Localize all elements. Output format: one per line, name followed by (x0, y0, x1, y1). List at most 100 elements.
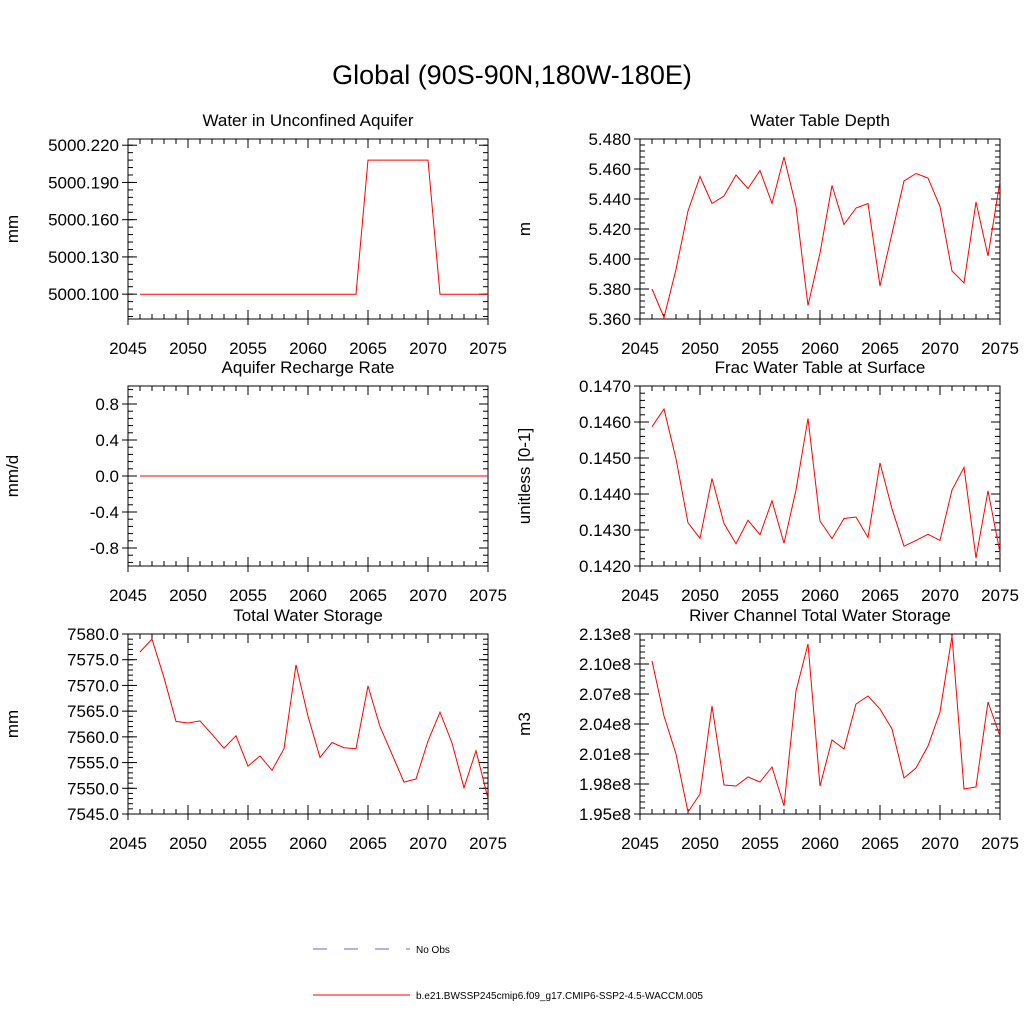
x-tick-label: 2070 (409, 834, 447, 853)
x-tick-label: 2060 (289, 834, 327, 853)
y-tick-label: -0.4 (90, 503, 119, 522)
plot-frame (127, 633, 489, 815)
x-tick-label: 2070 (409, 339, 447, 358)
panel-2: Water Table Depth m 2045 2050 2055 2060 2065 20… (515, 111, 1019, 358)
x-tick-label: 2045 (621, 834, 659, 853)
y-tick-label: 0.4 (95, 431, 119, 450)
y-tick-label: 7545.0 (67, 805, 119, 824)
x-tick-label: 2050 (169, 834, 207, 853)
y-tick-label: 2.01e8 (579, 745, 631, 764)
y-axis-label: mm (3, 215, 22, 243)
x-tick-label: 2050 (681, 586, 719, 605)
y-tick-label: 0.1460 (579, 413, 631, 432)
x-tick-label: 2055 (741, 834, 779, 853)
x-tick-label: 2055 (741, 586, 779, 605)
series-line (651, 407, 1001, 559)
x-tick-label: 2065 (349, 586, 387, 605)
panel-title: Water in Unconfined Aquifer (202, 111, 413, 130)
y-tick-label: 5.440 (588, 190, 631, 209)
y-tick-label: 5.480 (588, 130, 631, 149)
x-tick-label: 2055 (741, 339, 779, 358)
y-tick-label: 7575.0 (67, 651, 119, 670)
panel-title: River Channel Total Water Storage (689, 606, 951, 625)
y-tick-label: 5000.160 (48, 211, 119, 230)
panel-3: Aquifer Recharge Rate mm/d 2045 2050 2055 206… (3, 358, 507, 605)
y-tick-label: 7555.0 (67, 754, 119, 773)
x-tick-label: 2075 (469, 339, 507, 358)
y-tick-label: 0.1430 (579, 521, 631, 540)
x-tick-label: 2065 (861, 834, 899, 853)
y-axis-label: mm (3, 710, 22, 738)
panel-title: Total Water Storage (233, 606, 383, 625)
y-tick-label: 0.1470 (579, 377, 631, 396)
x-tick-label: 2065 (349, 834, 387, 853)
y-tick-label: 0.1450 (579, 449, 631, 468)
x-tick-label: 2070 (409, 586, 447, 605)
figure-title: Global (90S-90N,180W-180E) (332, 60, 692, 90)
x-tick-label: 2045 (109, 586, 147, 605)
panel-title: Frac Water Table at Surface (715, 358, 926, 377)
y-tick-label: 7580.0 (67, 625, 119, 644)
y-tick-label: 7550.0 (67, 779, 119, 798)
x-tick-label: 2050 (169, 586, 207, 605)
x-tick-label: 2050 (681, 834, 719, 853)
series-line (139, 638, 489, 799)
y-tick-label: -0.8 (90, 539, 119, 558)
y-tick-label: 1.95e8 (579, 805, 631, 824)
plot-frame (639, 633, 1001, 815)
legend-label-model: b.e21.BWSSP245cmip6.f09_g17.CMIP6-SSP2-4… (416, 991, 703, 1002)
x-tick-label: 2060 (801, 834, 839, 853)
x-tick-label: 2065 (861, 339, 899, 358)
x-tick-label: 2060 (289, 586, 327, 605)
y-tick-label: 0.1420 (579, 557, 631, 576)
x-tick-label: 2070 (921, 834, 959, 853)
y-tick-label: 2.04e8 (579, 715, 631, 734)
x-tick-label: 2070 (921, 339, 959, 358)
x-tick-label: 2055 (229, 834, 267, 853)
x-tick-label: 2075 (981, 586, 1019, 605)
x-tick-label: 2075 (469, 586, 507, 605)
x-tick-label: 2060 (289, 339, 327, 358)
x-tick-label: 2075 (981, 834, 1019, 853)
y-tick-label: 5000.100 (48, 285, 119, 304)
panel-title: Water Table Depth (750, 111, 890, 130)
x-tick-label: 2045 (621, 339, 659, 358)
y-tick-label: 5.360 (588, 310, 631, 329)
plot-frame (639, 385, 1001, 567)
plot-frame (639, 138, 1001, 320)
y-tick-label: 0.0 (95, 467, 119, 486)
panel-5: Total Water Storage mm 2045 2050 2055 2060 206… (3, 606, 507, 853)
y-tick-label: 5.420 (588, 220, 631, 239)
y-tick-label: 5000.190 (48, 173, 119, 192)
y-axis-label: mm/d (3, 455, 22, 498)
panel-4: Frac Water Table at Surface unitless [0-1… (515, 358, 1019, 605)
series-line (140, 159, 488, 295)
x-tick-label: 2050 (681, 339, 719, 358)
y-tick-label: 0.1440 (579, 485, 631, 504)
y-tick-label: 5000.220 (48, 136, 119, 155)
y-tick-label: 5.380 (588, 280, 631, 299)
x-tick-label: 2050 (169, 339, 207, 358)
y-axis-label: m (515, 222, 534, 236)
x-tick-label: 2060 (801, 339, 839, 358)
y-tick-label: 7570.0 (67, 676, 119, 695)
series-line (651, 156, 1001, 320)
x-tick-label: 2055 (229, 586, 267, 605)
y-tick-label: 2.07e8 (579, 685, 631, 704)
y-tick-label: 5.460 (588, 160, 631, 179)
y-tick-label: 2.13e8 (579, 625, 631, 644)
y-tick-label: 0.8 (95, 395, 119, 414)
x-tick-label: 2065 (349, 339, 387, 358)
x-tick-label: 2045 (621, 586, 659, 605)
panel-title: Aquifer Recharge Rate (222, 358, 395, 377)
y-tick-label: 5000.130 (48, 248, 119, 267)
y-tick-label: 2.10e8 (579, 655, 631, 674)
x-tick-label: 2060 (801, 586, 839, 605)
x-tick-label: 2055 (229, 339, 267, 358)
x-tick-label: 2045 (109, 339, 147, 358)
x-tick-label: 2070 (921, 586, 959, 605)
panel-6: River Channel Total Water Storage m3 2045 2… (515, 606, 1019, 853)
x-tick-label: 2075 (469, 834, 507, 853)
